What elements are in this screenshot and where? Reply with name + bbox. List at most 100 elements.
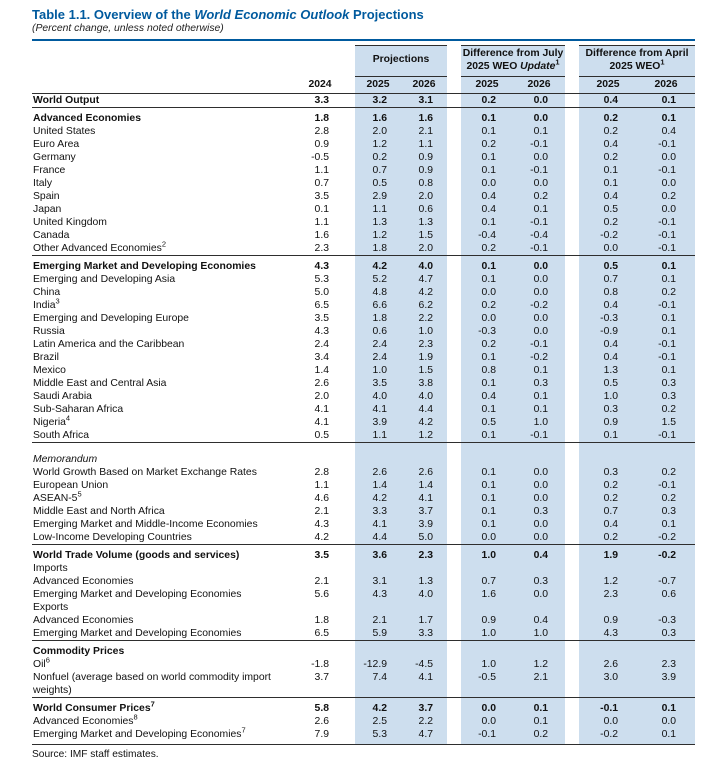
value-cell bbox=[461, 640, 513, 658]
row-label: Emerging Market and Middle-Income Econom… bbox=[33, 519, 258, 530]
value-cell: -0.4 bbox=[478, 230, 496, 241]
column-gap bbox=[565, 203, 579, 216]
value-cell: 4.0 bbox=[418, 589, 433, 600]
value-cell: -0.1 bbox=[658, 352, 677, 363]
column-gap bbox=[343, 338, 355, 351]
column-gap bbox=[447, 107, 461, 125]
value-cell: 0.0 bbox=[533, 326, 549, 337]
column-gap bbox=[343, 216, 355, 229]
row-label: United Kingdom bbox=[33, 217, 107, 228]
value-cell: 0.1 bbox=[603, 430, 619, 441]
value-cell: 0.0 bbox=[533, 480, 549, 491]
value-cell: -0.2 bbox=[658, 532, 677, 543]
value-cell: 0.8 bbox=[418, 178, 433, 189]
value-cell: 2.9 bbox=[372, 191, 387, 202]
value-cell: 6.6 bbox=[372, 300, 387, 311]
table-row: Latin America and the Caribbean 2.4 2.4 2.3… bbox=[32, 338, 695, 351]
column-gap bbox=[343, 312, 355, 325]
column-gap bbox=[447, 442, 461, 466]
table-row: Emerging Market and Middle-Income Econom… bbox=[32, 518, 695, 531]
column-gap bbox=[447, 531, 461, 545]
value-cell: -0.9 bbox=[600, 326, 619, 337]
value-cell: 0.0 bbox=[461, 697, 513, 715]
column-gap bbox=[343, 429, 355, 443]
diff-april-line1: Difference from April bbox=[585, 48, 689, 59]
value-cell: -0.1 bbox=[658, 230, 677, 241]
value-cell: 0.7 bbox=[314, 178, 329, 189]
value-cell: 3.4 bbox=[314, 352, 329, 363]
value-cell: 4.1 bbox=[314, 417, 329, 428]
table-row: Japan 0.1 1.1 0.6 0.4 0.1 0.5 0.0 bbox=[32, 203, 695, 216]
column-gap bbox=[565, 312, 579, 325]
table-header: 2024 Projections Difference from July 202… bbox=[32, 45, 696, 94]
table-row: Saudi Arabia 2.0 4.0 4.0 0.4 0.1 1.0 0.3 bbox=[32, 390, 695, 403]
column-gap bbox=[447, 125, 461, 138]
table-row: Advanced Economies 1.8 1.6 1.6 0.1 0.0 0.2 0.1 bbox=[32, 107, 696, 125]
column-gap bbox=[565, 45, 580, 94]
value-cell: 4.1 bbox=[372, 404, 387, 415]
value-cell: 2.1 bbox=[372, 615, 387, 626]
table-row: European Union 1.1 1.4 1.4 0.1 0.0 0.2 -0.1 bbox=[32, 479, 695, 492]
column-gap bbox=[447, 273, 461, 286]
row-label: Nonfuel (average based on world commodit… bbox=[33, 672, 271, 696]
table-row: Other Advanced Economies2 2.3 1.8 2.0 0.2 -0.… bbox=[32, 239, 695, 256]
value-cell: 5.0 bbox=[418, 532, 433, 543]
value-cell: 0.1 bbox=[481, 480, 496, 491]
value-cell: 4.1 bbox=[314, 404, 329, 415]
column-gap bbox=[343, 151, 355, 164]
title-italic-part: World Economic Outlook bbox=[194, 7, 350, 22]
column-gap bbox=[343, 697, 355, 715]
value-cell: 1.7 bbox=[418, 615, 433, 626]
value-cell: 0.4 bbox=[481, 191, 496, 202]
value-cell: -0.1 bbox=[658, 430, 677, 441]
value-cell: 0.1 bbox=[661, 274, 677, 285]
table-row: Emerging Market and Developing Economies… bbox=[32, 726, 696, 745]
value-cell bbox=[513, 601, 565, 614]
value-cell: -0.2 bbox=[579, 728, 638, 745]
value-cell: 1.2 bbox=[372, 139, 387, 150]
value-cell: -0.1 bbox=[658, 165, 677, 176]
value-cell: 1.0 bbox=[481, 659, 496, 670]
value-cell: 1.6 bbox=[401, 107, 447, 125]
row-label: Emerging Market and Developing Economies… bbox=[32, 726, 297, 745]
row-label: Spain bbox=[33, 191, 60, 202]
diff-april-line2: 2025 WEO bbox=[609, 60, 661, 72]
value-cell: 1.2 bbox=[418, 430, 433, 441]
value-cell: 3.5 bbox=[314, 191, 329, 202]
column-gap bbox=[447, 728, 461, 745]
value-cell bbox=[355, 601, 401, 614]
value-cell: 0.6 bbox=[661, 589, 677, 600]
value-cell: 0.1 bbox=[481, 217, 496, 228]
table-row: Imports bbox=[32, 562, 695, 575]
column-gap bbox=[565, 299, 579, 312]
value-cell: 0.3 bbox=[533, 576, 549, 587]
value-cell: 0.2 bbox=[481, 243, 496, 254]
column-gap bbox=[447, 216, 461, 229]
column-gap bbox=[565, 715, 579, 728]
value-cell: 0.0 bbox=[533, 178, 549, 189]
value-cell: 3.7 bbox=[314, 672, 329, 683]
value-cell: 5.6 bbox=[314, 589, 329, 600]
row-label: Other Advanced Economies2 bbox=[33, 239, 166, 254]
row-label: Advanced Economies bbox=[33, 576, 134, 587]
value-cell: 3.9 bbox=[418, 519, 433, 530]
value-cell: 0.4 bbox=[603, 300, 619, 311]
value-cell: 4.7 bbox=[418, 274, 433, 285]
value-cell: 0.1 bbox=[513, 697, 566, 715]
value-cell: 6.2 bbox=[418, 300, 433, 311]
value-cell: 5.8 bbox=[297, 697, 343, 715]
column-gap bbox=[343, 466, 355, 479]
column-gap bbox=[565, 286, 579, 299]
value-cell: 0.5 bbox=[603, 378, 619, 389]
column-gap bbox=[343, 479, 355, 492]
column-gap bbox=[565, 273, 579, 286]
value-cell: 2.6 bbox=[314, 716, 329, 727]
value-cell: -0.1 bbox=[658, 339, 677, 350]
row-label: Sub-Saharan Africa bbox=[33, 404, 124, 415]
column-gap bbox=[343, 544, 355, 562]
title-divider-rule bbox=[32, 39, 695, 41]
row-label: ASEAN-55 bbox=[33, 489, 82, 504]
value-cell: 1.1 bbox=[314, 480, 329, 491]
value-cell: 0.2 bbox=[603, 480, 619, 491]
